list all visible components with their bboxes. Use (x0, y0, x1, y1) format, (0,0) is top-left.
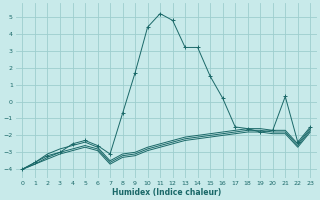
X-axis label: Humidex (Indice chaleur): Humidex (Indice chaleur) (112, 188, 221, 197)
